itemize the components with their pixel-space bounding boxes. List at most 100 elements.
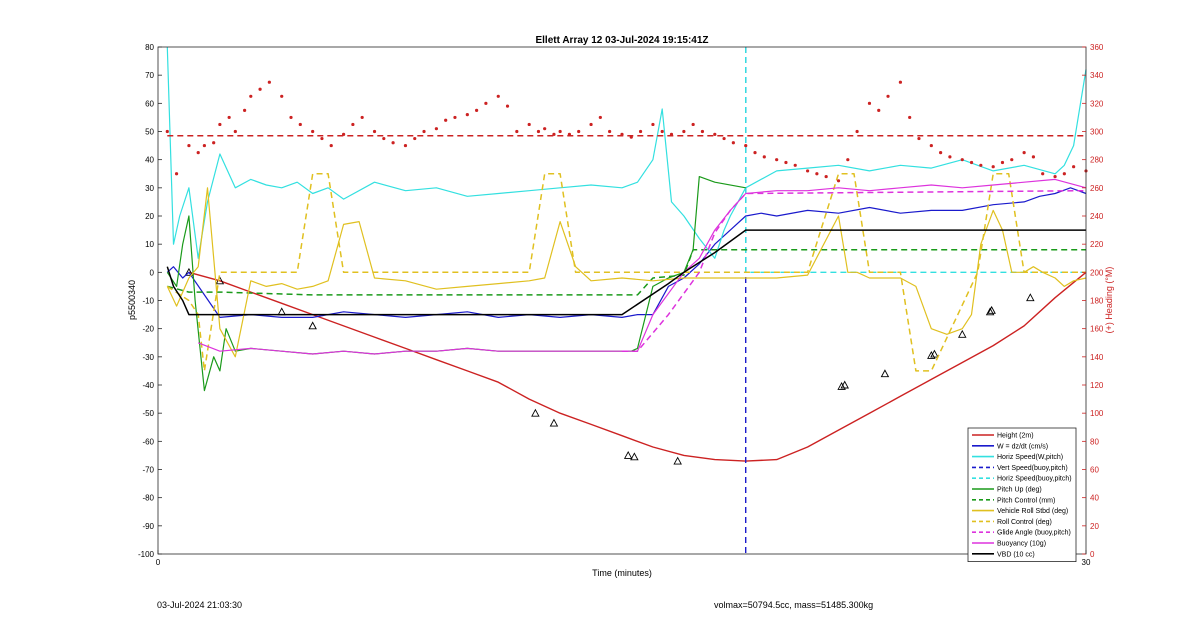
heading-point [979, 163, 983, 167]
heading-point [465, 113, 469, 117]
heading-point [202, 143, 206, 148]
heading-point [311, 129, 315, 134]
legend: Height (2m) W = dz/dt (cm/s) Horiz Speed(W… [967, 427, 1077, 563]
heading-point [929, 143, 933, 148]
heading-point [960, 158, 964, 162]
height-markers-point [927, 350, 936, 359]
heading-point [187, 143, 191, 148]
height-markers-point [930, 349, 939, 358]
heading-point [898, 80, 903, 84]
legend-label: Glide Angle (buoy,pitch) [997, 530, 1071, 537]
y-tick-label-left: -10 [142, 297, 154, 306]
y-tick-label-right: 140 [1090, 353, 1104, 362]
heading-point [713, 132, 717, 136]
y-tick-label-right: 100 [1090, 409, 1104, 418]
y-tick-label-left: -90 [142, 522, 154, 531]
heading-point [939, 151, 943, 155]
heading-point [1072, 165, 1076, 169]
y-tick-label-left: 60 [145, 99, 154, 108]
height-2m-line [188, 271, 1087, 462]
legend-label: Horiz Speed(buoy,pitch) [997, 476, 1072, 483]
heading-point [877, 108, 881, 112]
heading-point [700, 129, 705, 134]
heading-point [267, 80, 271, 84]
heading-point [372, 129, 377, 134]
heading-point [1022, 151, 1026, 155]
heading-point [218, 122, 222, 127]
heading-point [298, 122, 302, 127]
y-tick-label-right: 340 [1090, 71, 1104, 80]
y-tick-label-left: -30 [142, 353, 154, 362]
y-tick-label-left: -70 [142, 466, 154, 475]
y-tick-label-left: -50 [142, 409, 154, 418]
heading-point [543, 127, 547, 131]
heading-point [651, 122, 655, 127]
x-tick-label: 30 [1082, 558, 1091, 567]
height-markers-point [1026, 293, 1035, 302]
heading-point [608, 129, 612, 134]
heading-point [1000, 160, 1005, 165]
heading-point [227, 115, 231, 120]
heading-point [329, 143, 333, 148]
heading-point [824, 174, 828, 179]
heading-point [320, 136, 324, 141]
heading-point [289, 115, 293, 120]
heading-point [836, 179, 841, 183]
heading-point [243, 108, 247, 112]
heading-point [505, 104, 510, 108]
legend-label: Horiz Speed(W,pitch) [997, 454, 1063, 461]
y-tick-label-right: 320 [1090, 99, 1104, 108]
legend-label: Pitch Up (deg) [997, 487, 1042, 494]
height-markers-point [184, 267, 194, 276]
legend-label: Height (2m) [997, 433, 1034, 440]
legend-label: Pitch Control (mm) [997, 497, 1055, 504]
heading-point [806, 169, 810, 173]
heading-point [846, 158, 850, 162]
y-tick-label-left: 20 [145, 212, 154, 221]
y-tick-label-right: 20 [1090, 522, 1099, 531]
buoyancy-10g-line [197, 178, 1087, 355]
heading-point [351, 122, 355, 127]
heading-point [558, 129, 562, 134]
heading-point [855, 129, 859, 134]
heading-point [638, 129, 643, 134]
heading-point [382, 136, 386, 141]
height-markers-point [880, 369, 890, 378]
y-tick-label-right: 360 [1090, 43, 1104, 52]
y-tick-label-right: 120 [1090, 381, 1104, 390]
height-markers-point [673, 456, 682, 465]
y-tick-label-left: 50 [145, 128, 154, 137]
heading-point [731, 141, 735, 145]
height-markers-point [308, 321, 317, 330]
heading-point [165, 129, 169, 134]
heading-point [991, 165, 995, 169]
footer-timestamp: 03-Jul-2024 21:03:30 [157, 600, 243, 610]
y-tick-label-left: -60 [142, 437, 154, 446]
y-tick-label-right: 0 [1090, 550, 1095, 559]
height-markers-point [531, 408, 540, 417]
heading-point [536, 129, 541, 134]
heading-point [527, 122, 531, 127]
heading-point [212, 141, 216, 145]
heading-point [762, 155, 766, 159]
heading-point [682, 129, 686, 134]
y-tick-label-left: -100 [138, 550, 155, 559]
y-tick-label-right: 220 [1090, 240, 1104, 249]
heading-point [908, 115, 912, 120]
legend-label: VBD (10 cc) [997, 551, 1035, 558]
y-tick-label-left: 30 [145, 184, 154, 193]
y-tick-label-right: 240 [1090, 212, 1104, 221]
legend-label: Roll Control (deg) [997, 519, 1052, 526]
vehicle-roll-stbd-deg-line [166, 187, 1087, 358]
legend-label: Buoyancy (10g) [997, 541, 1046, 548]
heading-point [453, 115, 457, 120]
heading-point [815, 172, 819, 176]
height-markers-point [840, 380, 849, 389]
heading-point [753, 151, 757, 155]
plot-area [158, 47, 1086, 554]
heading-point [249, 94, 253, 98]
heading-point [360, 115, 364, 120]
heading-point [258, 87, 262, 91]
series-layer [165, 46, 1088, 554]
heading-point [515, 129, 519, 134]
